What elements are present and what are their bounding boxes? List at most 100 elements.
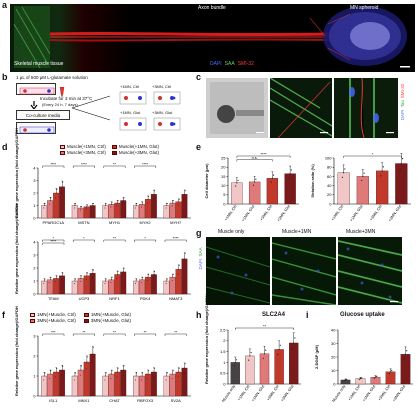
stain-g-saa: SAA [198,248,203,258]
data-point [87,204,88,206]
data-point [92,272,94,274]
data-point [178,201,180,203]
data-point [250,351,252,354]
significance-label: **** [173,236,179,240]
data-point [177,204,179,206]
y-tick-label: 20 [331,354,336,359]
g-title-muscle-1mn: Muscle+1MN [282,229,312,235]
legend-item: Muscle(+1MN, Ctrl) [60,144,106,150]
data-point [141,375,143,377]
data-point [44,203,46,205]
data-point [278,348,280,351]
legend-swatch [111,145,117,149]
significance-label: ** [144,330,147,334]
bar [150,274,157,295]
data-point [117,367,119,369]
data-point [271,177,273,179]
data-point [153,198,154,200]
data-point [75,278,76,280]
data-point [136,372,138,374]
bar [274,349,284,385]
bar [114,274,121,295]
bar [133,205,139,219]
x-tick-label: MNX1 [78,398,90,403]
legend-label: 3MN(+Muscle, Glut) [90,318,132,323]
chart-svg: 0 5 10 15 20 25 +1MN, Ctrl +1MN, Glut +3MN, Ctrl… [221,152,299,222]
bar [266,178,279,205]
stain-smi32: SMI-32 [237,61,254,67]
data-point [400,162,402,165]
bar [181,258,188,295]
data-point [62,365,64,367]
data-point [263,353,266,355]
data-point [154,190,156,192]
data-point [382,166,384,168]
data-point [55,192,57,194]
data-point [141,206,142,208]
data-point [55,281,57,282]
legend-label: 1MN(+Muscle, Glut) [90,312,132,317]
data-point [61,275,63,277]
data-point [346,378,348,381]
panel-e-right-chart: 0 20 40 60 80 100 +1MN, Ctrl +1MN, Glut +3MN, Ct… [310,148,414,226]
panel-d-bottom-chart: 0 1 2 3 4 TFAM UCP3 NRF1 PDK4 NMAT3 * * ** * **** **** R… [14,204,194,304]
chip-result-icon [16,122,56,134]
data-point [177,376,179,378]
y-tick-label: 60 [327,174,332,179]
data-point [49,203,51,205]
data-point [184,367,186,369]
bar [400,354,411,385]
data-point [172,373,174,375]
arrow-down-icon [30,96,38,110]
legend-label: Muscle(+1MN, Ctrl) [67,144,106,149]
significance-label: * [144,236,146,240]
significance-label: ** [113,330,116,334]
g-title-muscle-3mn: Muscle+3MN [346,229,376,235]
significance-label: ** [113,236,116,240]
bar [89,273,96,295]
data-point [183,265,185,267]
legend-swatch [60,145,65,149]
data-point [142,277,144,279]
bar [169,202,176,219]
significance-bracket [134,333,157,336]
bar [41,375,48,397]
y-tick-label: 1 [223,360,226,365]
data-point [104,283,106,285]
bar [83,275,90,295]
data-point [43,379,45,381]
data-point [177,273,179,275]
data-point [171,205,173,207]
bar [102,280,109,295]
bar [53,371,60,397]
data-point [123,365,125,367]
data-point [61,374,63,376]
data-point [49,200,51,201]
legend-item: Muscle(+3MN, Glut) [111,150,159,156]
data-point [50,370,52,372]
stain-saa: SAA [224,61,235,67]
significance-bracket [134,239,157,242]
data-point [135,375,137,377]
data-point [254,181,256,183]
y-axis-title: Cell diameter (μm) [204,163,209,199]
x-tick-label: NRF1 [109,296,120,301]
data-point [141,379,142,381]
data-point [358,378,360,381]
x-tick-label: +1MN, Ctrl [348,384,362,401]
bar [376,170,389,205]
x-tick-label: MYH2 [140,220,152,225]
y-axis-title: Relative gene expression (fold change)/G… [14,306,19,396]
data-point [147,276,149,278]
bar [163,375,170,397]
chart-svg: 0 20 40 60 80 100 +1MN, Ctrl +1MN, Glut +3MN, Ct… [325,152,411,222]
x-tick-label: PDK4 [140,296,151,301]
data-point [135,205,137,206]
data-point [147,202,148,204]
data-point [93,347,94,349]
legend-item: 1MN(+Muscle, Glut) [83,312,132,318]
data-point [166,205,168,206]
data-point [142,372,144,374]
data-point [123,268,125,270]
data-point [343,379,345,382]
